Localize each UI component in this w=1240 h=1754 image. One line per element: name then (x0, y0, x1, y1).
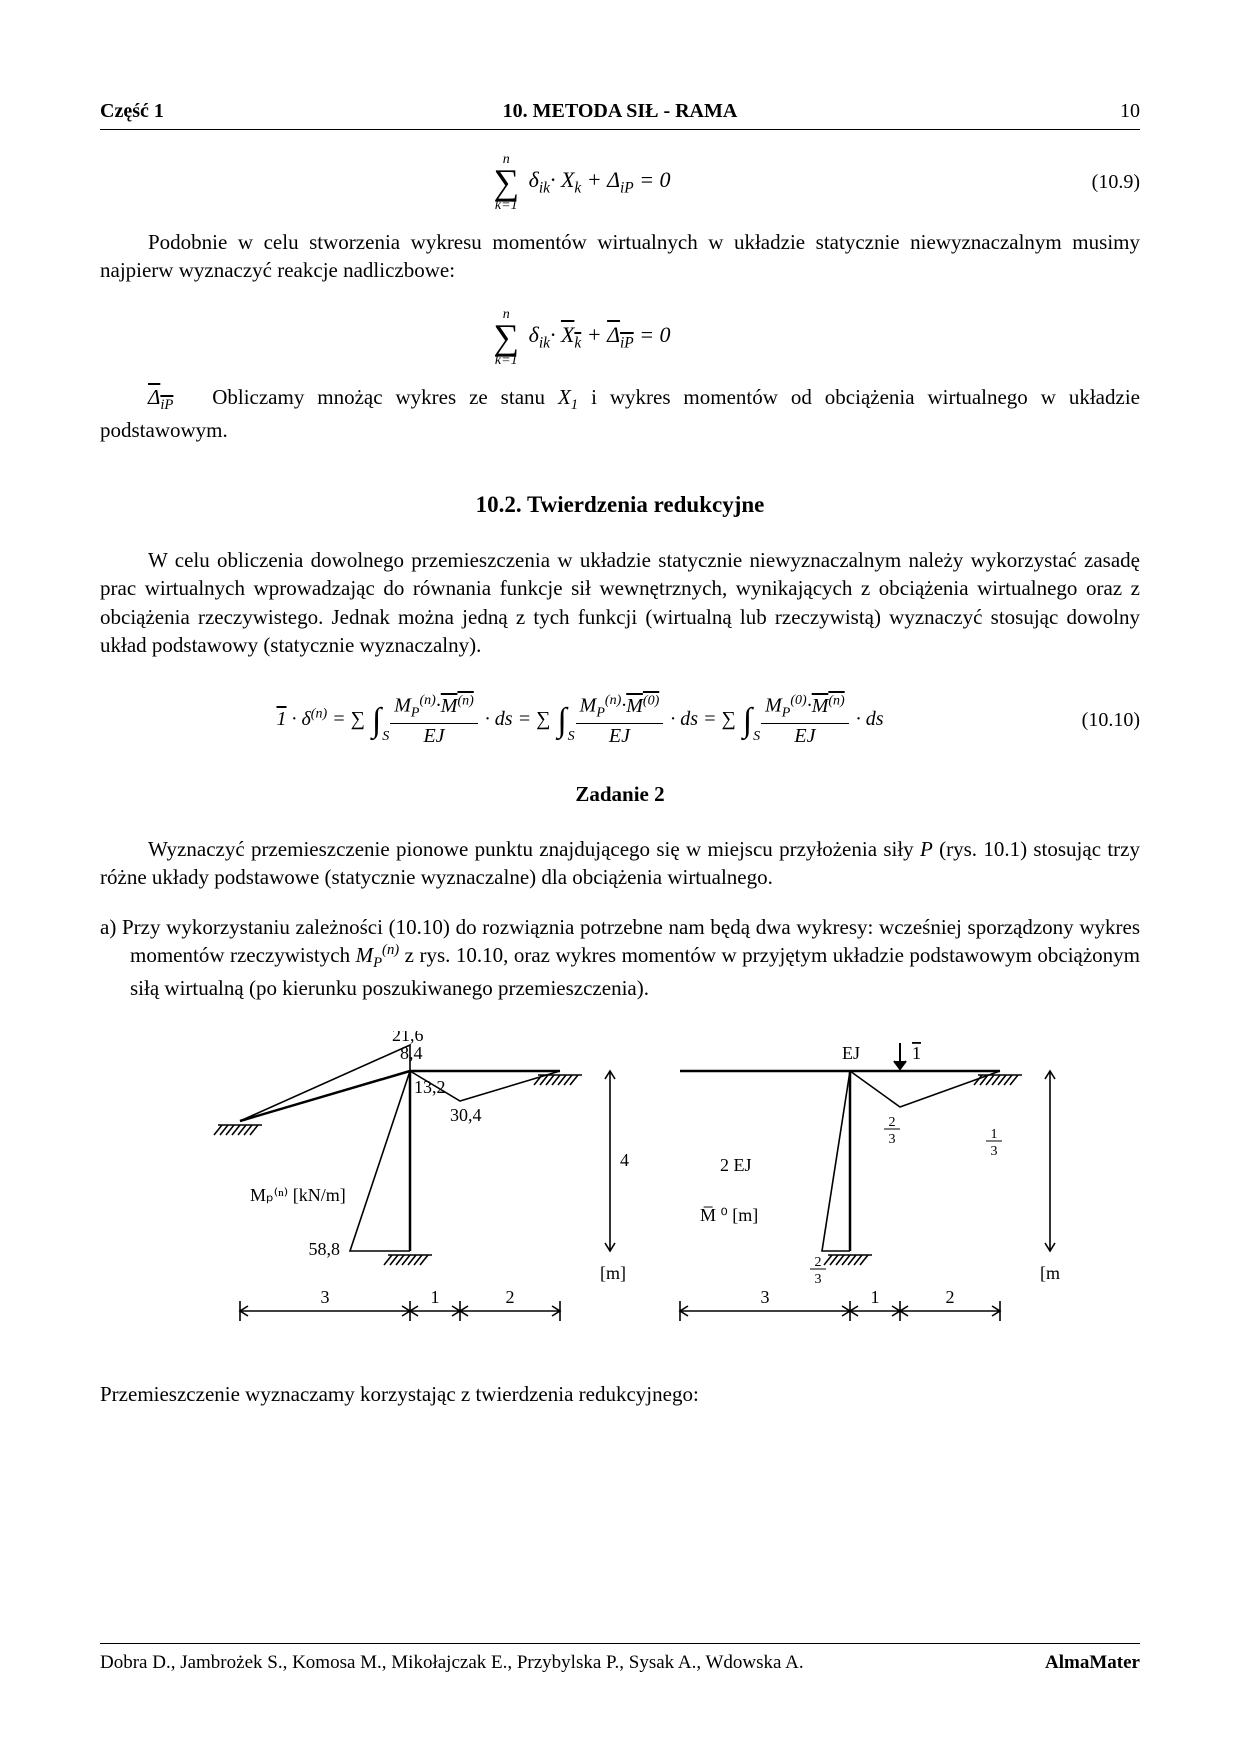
svg-text:3: 3 (889, 1132, 896, 1147)
svg-text:2: 2 (946, 1287, 955, 1307)
paragraph-2: ΔiP Obliczamy mnożąc wykres ze stanu X1 … (100, 383, 1140, 444)
header-left: Część 1 (100, 100, 164, 123)
svg-text:EJ: EJ (842, 1043, 860, 1063)
svg-text:[m]: [m] (600, 1263, 626, 1283)
footer-authors: Dobra D., Jambrożek S., Komosa M., Mikoł… (100, 1652, 804, 1674)
eq2-sum-upper: n (503, 307, 510, 323)
svg-text:8,4: 8,4 (400, 1043, 423, 1063)
header-center: 10. METODA SIŁ - RAMA (503, 100, 738, 123)
paragraph-1: Podobnie w celu stworzenia wykresu momen… (100, 228, 1140, 285)
svg-text:Mₚ⁽ⁿ⁾ [kN/m]: Mₚ⁽ⁿ⁾ [kN/m] (250, 1185, 346, 1205)
eq2-body: δik· Xk + ΔiP = 0 (529, 322, 671, 347)
svg-text:1: 1 (991, 1127, 998, 1142)
eq1-body: δik· Xk + ΔiP = 0 (529, 167, 671, 192)
eq1-number: (10.9) (1060, 171, 1140, 194)
svg-text:13,2: 13,2 (414, 1077, 446, 1097)
eq3-lhs: 1 · δ(n) = (277, 708, 346, 730)
svg-text:4: 4 (620, 1150, 629, 1170)
svg-text:58,8: 58,8 (309, 1239, 341, 1259)
svg-text:1: 1 (912, 1043, 921, 1063)
eq3-number: (10.10) (1060, 709, 1140, 732)
list-item-a: a) Przy wykorzystaniu zależności (10.10)… (100, 913, 1140, 1003)
svg-text:[m]: [m] (1040, 1263, 1060, 1283)
svg-text:3: 3 (321, 1287, 330, 1307)
eq1-sum-upper: n (503, 152, 510, 168)
svg-text:2: 2 (815, 1255, 822, 1270)
eq1-sum-lower: k=1 (495, 198, 518, 214)
svg-text:2: 2 (506, 1287, 515, 1307)
equation-10-9: n ∑ k=1 δik· Xk + ΔiP = 0 (10.9) (100, 164, 1140, 200)
paragraph-5: Przemieszczenie wyznaczamy korzystając z… (100, 1380, 1140, 1408)
svg-text:1: 1 (431, 1287, 440, 1307)
svg-text:3: 3 (761, 1287, 770, 1307)
section-title: 10.2. Twierdzenia redukcyjne (100, 492, 1140, 518)
structural-diagram: 21,68,413,230,458,8Mₚ⁽ⁿ⁾ [kN/m]4[m]312EJ… (100, 1031, 1140, 1356)
svg-text:30,4: 30,4 (450, 1105, 482, 1125)
eq2-sum-lower: k=1 (495, 353, 518, 369)
svg-text:2 EJ: 2 EJ (720, 1155, 752, 1175)
svg-text:M̅ ⁰ [m]: M̅ ⁰ [m] (700, 1205, 758, 1225)
paragraph-4: Wyznaczyć przemieszczenie pionowe punktu… (100, 835, 1140, 892)
page-number: 10 (1120, 100, 1140, 123)
equation-10-10: 1 · δ(n) = ∑ ∫S MP(n)·M(n)EJ · ds = ∑ ∫S… (100, 693, 1140, 748)
equation-overline: n ∑ k=1 δik· Xk + ΔiP = 0 (100, 319, 1140, 355)
paragraph-3: W celu obliczenia dowolnego przemieszcze… (100, 546, 1140, 659)
task-title: Zadanie 2 (100, 782, 1140, 807)
svg-text:1: 1 (871, 1287, 880, 1307)
svg-text:3: 3 (815, 1272, 822, 1287)
svg-text:3: 3 (991, 1144, 998, 1159)
svg-text:2: 2 (889, 1115, 896, 1130)
footer-publisher: AlmaMater (1045, 1652, 1140, 1674)
